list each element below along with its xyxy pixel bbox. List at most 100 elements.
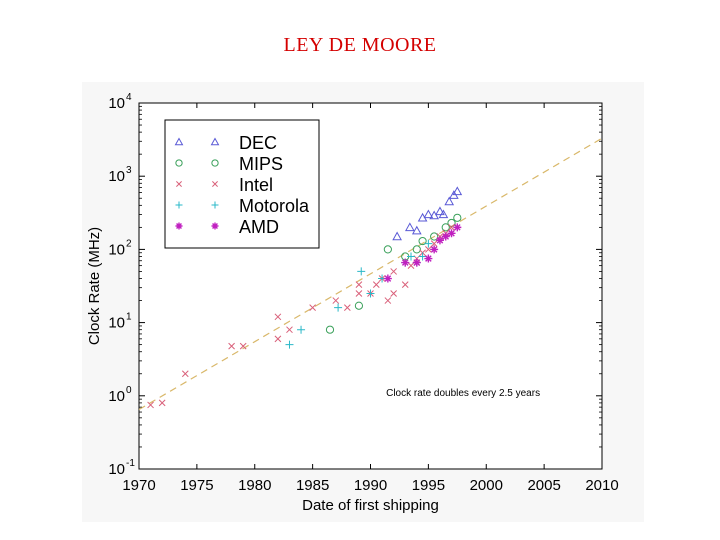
motorola-point (357, 267, 366, 276)
intel-point (228, 342, 235, 350)
x-tick-label: 1985 (296, 477, 329, 494)
amd-point (435, 236, 444, 245)
intel-point (401, 281, 409, 288)
mips-point (441, 223, 450, 232)
intel-point (430, 240, 438, 247)
y-tick-exponent: 4 (126, 92, 132, 103)
figure-panel: 1970 1975 1980 1985 1990 1995 2000 2005 2010 10 -1… (82, 82, 644, 522)
legend-label-amd: AMD (239, 217, 279, 237)
amd-point (401, 258, 410, 267)
amd-point (441, 232, 450, 241)
intel-point (390, 290, 398, 297)
legend-label-mips: MIPS (239, 154, 283, 174)
dec-point (405, 222, 415, 232)
y-tick-exponent: 3 (126, 165, 132, 176)
motorola-point (297, 325, 306, 334)
mips-point (383, 245, 392, 254)
x-tick-label: 1975 (180, 477, 213, 494)
legend-marker-intel (176, 181, 182, 187)
x-tick-label: 2005 (527, 477, 560, 494)
intel-point (158, 399, 166, 407)
mips-point (453, 213, 462, 222)
y-axis-label: Clock Rate (MHz) (86, 227, 103, 345)
intel-point (147, 401, 154, 409)
intel-point (372, 281, 380, 288)
y-tick-label: 10 (108, 95, 125, 112)
legend-marker-mips (211, 159, 219, 167)
mips-point (412, 245, 421, 254)
intel-point (407, 262, 415, 269)
dec-point (392, 231, 402, 241)
legend-marker-amd (211, 222, 219, 230)
x-tick-label: 1995 (412, 477, 445, 494)
legend-marker-motorola (175, 201, 183, 209)
amd-point (383, 274, 392, 283)
dec-point (444, 196, 455, 206)
dec-point (438, 209, 449, 219)
motorola-point (334, 303, 343, 312)
mips-point (418, 236, 427, 246)
y-tick-label: 10 (108, 388, 125, 405)
x-tick-label: 1990 (354, 477, 387, 494)
y-tick-label: 10 (108, 315, 125, 332)
motorola-point (418, 252, 427, 261)
motorola-point (424, 239, 433, 248)
dec-point (429, 210, 440, 220)
intel-point (448, 224, 455, 231)
intel-point (286, 326, 293, 334)
dec-point (411, 225, 422, 235)
mips-point (354, 301, 364, 310)
legend-label-motorola: Motorola (239, 196, 310, 216)
legend-marker-mips (175, 159, 183, 167)
legend-label-dec: DEC (239, 133, 277, 153)
legend-label-intel: Intel (239, 175, 273, 195)
y-tick-exponent: 1 (126, 312, 132, 323)
intel-point (239, 342, 247, 350)
dec-point (435, 206, 445, 216)
intel-point (274, 313, 282, 321)
motorola-point (366, 289, 375, 298)
intel-point (343, 304, 351, 312)
x-axis-label: Date of first shipping (302, 497, 439, 514)
y-tick-exponent: 2 (126, 238, 132, 249)
y-tick-label: 10 (108, 461, 125, 478)
intel-point (309, 304, 316, 312)
amd-point (447, 229, 456, 238)
trend-line (138, 137, 603, 411)
intel-point (384, 297, 392, 304)
chart-annotation: Clock rate doubles every 2.5 years (386, 388, 540, 399)
y-tick-label: 10 (108, 168, 125, 185)
x-tick-label: 2000 (470, 477, 503, 494)
y-tick-exponent: -1 (126, 458, 135, 469)
intel-point (274, 335, 282, 343)
x-tick-label: 1980 (238, 477, 271, 494)
amd-point (412, 258, 421, 267)
amd-point (453, 223, 462, 232)
dec-point (452, 186, 463, 196)
legend-marker-dec (210, 137, 220, 146)
y-tick-label: 10 (108, 241, 125, 258)
amd-point (430, 245, 439, 254)
legend-marker-intel (212, 181, 218, 187)
intel-point (181, 370, 189, 378)
mips-point (325, 325, 335, 334)
intel-point (355, 281, 363, 288)
motorola-point (285, 340, 294, 349)
legend-box (164, 119, 320, 249)
slide-title: LEY DE MOORE (283, 34, 437, 56)
dec-point (423, 209, 434, 219)
intel-point (355, 290, 363, 297)
mips-point (430, 232, 439, 241)
intel-point (332, 297, 340, 304)
legend-marker-motorola (211, 201, 219, 209)
intel-point (390, 268, 398, 275)
legend-marker-dec (174, 137, 184, 146)
x-tick-label: 2010 (585, 477, 618, 494)
motorola-point (407, 252, 416, 261)
mips-point (447, 218, 456, 228)
amd-point (424, 254, 433, 263)
legend-marker-amd (175, 222, 183, 230)
x-tick-label: 1970 (122, 477, 155, 494)
intel-point (425, 246, 432, 253)
